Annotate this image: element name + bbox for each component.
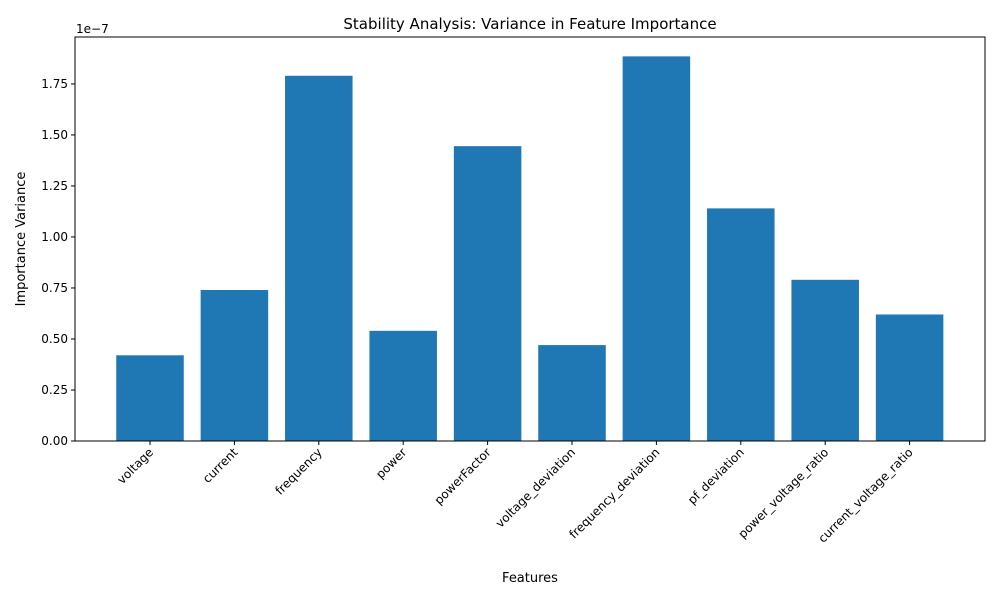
x-tick-label: pf_deviation <box>685 445 747 507</box>
bar-power <box>369 330 437 441</box>
bar-power_voltage_ratio <box>791 279 859 441</box>
bar-powerFactor <box>453 146 522 441</box>
plot-frame <box>74 36 986 442</box>
chart-title: Stability Analysis: Variance in Feature … <box>343 15 716 33</box>
bar-frequency_deviation <box>622 56 691 441</box>
y-tick-label: 0.25 <box>41 383 68 397</box>
y-tick-label: 1.75 <box>41 77 68 91</box>
x-ticks-group: voltage current frequency power powerFactor v… <box>115 441 916 545</box>
x-tick-label: frequency_deviation <box>566 445 662 541</box>
bar-voltage <box>116 355 184 441</box>
y-tick-label: 1.50 <box>41 128 68 142</box>
x-tick-label: power_voltage_ratio <box>735 445 831 541</box>
x-tick-label: voltage_deviation <box>493 445 578 530</box>
bar-pf_deviation <box>707 208 775 441</box>
bars-group <box>116 56 944 442</box>
bar-frequency <box>285 75 353 442</box>
y-axis-label: Importance Variance <box>14 172 29 307</box>
y-axis-offset-label: 1e−7 <box>76 22 109 36</box>
y-tick-label: 0.50 <box>41 332 68 346</box>
bar-current_voltage_ratio <box>875 314 944 441</box>
y-ticks-group: 0.00 0.25 0.50 0.75 1.00 1.25 1.50 1.75 <box>41 77 75 448</box>
x-tick-label: powerFactor <box>432 445 494 507</box>
x-tick-label: current_voltage_ratio <box>815 445 915 545</box>
x-tick-label: power <box>373 445 409 481</box>
x-axis-label: Features <box>502 571 558 586</box>
x-tick-label: current <box>200 445 241 486</box>
x-tick-label: frequency <box>272 445 324 497</box>
bar-voltage_deviation <box>538 345 606 441</box>
bar-current <box>200 290 269 441</box>
x-tick-label: voltage <box>115 445 157 487</box>
y-tick-label: 0.00 <box>41 434 68 448</box>
y-tick-label: 1.25 <box>41 179 68 193</box>
y-tick-label: 1.00 <box>41 230 68 244</box>
y-tick-label: 0.75 <box>41 281 68 295</box>
